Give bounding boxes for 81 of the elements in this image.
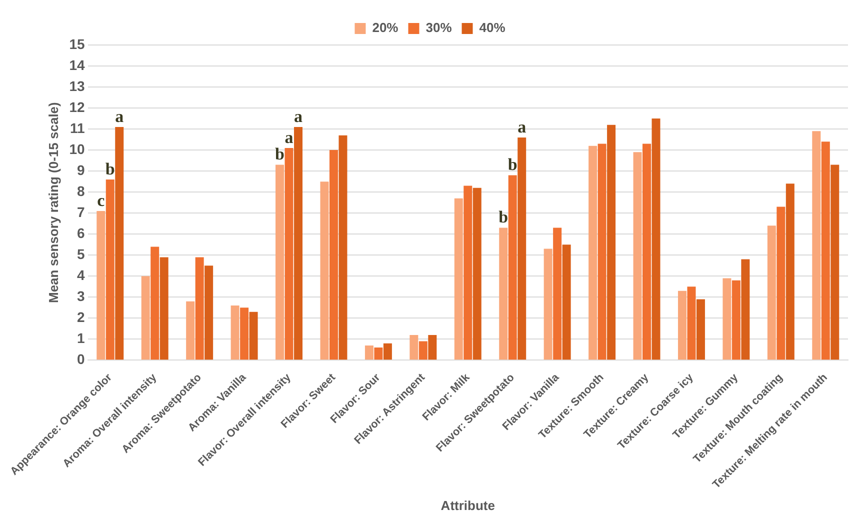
y-tick-label: 2 <box>76 308 85 325</box>
bar <box>284 148 294 360</box>
bar <box>106 179 114 360</box>
bar <box>186 301 195 360</box>
annotation: a <box>518 117 527 136</box>
bar <box>195 257 204 360</box>
annotation: a <box>284 128 294 147</box>
bar <box>410 334 418 360</box>
bar <box>642 144 652 360</box>
bar <box>544 248 552 360</box>
bar <box>150 246 160 360</box>
bar <box>249 312 258 360</box>
bar <box>329 150 338 360</box>
bar <box>767 226 776 360</box>
bar <box>499 228 508 360</box>
bar <box>508 175 517 360</box>
bar <box>454 198 463 360</box>
bar <box>383 343 392 360</box>
y-tick-label: 6 <box>76 224 85 241</box>
bar <box>722 278 732 360</box>
y-tick-label: 13 <box>69 78 85 94</box>
bar <box>428 334 437 360</box>
annotation: c <box>97 190 106 210</box>
bar <box>204 266 214 360</box>
y-tick-label: 12 <box>69 98 85 115</box>
y-tick-label: 5 <box>76 246 85 262</box>
bar <box>464 186 472 360</box>
y-tick-label: 8 <box>76 182 85 199</box>
legend-label: 40% <box>479 20 506 36</box>
bar <box>294 126 303 360</box>
bar <box>732 280 740 360</box>
bar <box>472 188 482 360</box>
bar <box>588 146 598 360</box>
annotation: b <box>498 208 508 227</box>
bar <box>418 341 428 360</box>
annotation: b <box>508 155 518 174</box>
bar <box>115 126 124 360</box>
bar <box>364 345 374 360</box>
bar <box>240 308 249 360</box>
bar <box>741 259 750 360</box>
y-tick-label: 11 <box>70 120 85 136</box>
legend-label: 30% <box>426 20 452 36</box>
bar <box>652 118 660 360</box>
y-tick-label: 4 <box>76 266 85 283</box>
bar <box>678 290 686 360</box>
bar <box>687 286 696 360</box>
bar <box>518 137 526 360</box>
legend-label: 20% <box>372 20 399 36</box>
bar <box>633 152 642 360</box>
bar <box>812 131 821 360</box>
x-axis-title: Attribute <box>440 498 495 513</box>
y-tick-label: 10 <box>69 140 85 157</box>
y-tick-label: 15 <box>69 36 85 52</box>
annotation: b <box>275 144 284 164</box>
bar <box>276 164 284 360</box>
bar <box>374 348 383 360</box>
bar <box>230 306 240 360</box>
y-tick-label: 3 <box>76 288 85 304</box>
bar <box>786 184 794 360</box>
bar <box>821 142 830 360</box>
y-tick-label: 1 <box>76 330 85 346</box>
annotation: b <box>105 159 115 178</box>
bar <box>96 210 106 360</box>
bar <box>141 276 150 360</box>
y-tick-label: 14 <box>69 56 85 73</box>
bar <box>776 206 786 360</box>
bar <box>160 257 168 360</box>
y-tick-label: 9 <box>76 162 85 178</box>
bar <box>696 299 705 360</box>
bar <box>598 144 606 360</box>
y-tick-label: 7 <box>76 204 85 220</box>
bar <box>830 164 840 360</box>
annotation: a <box>294 106 303 126</box>
y-axis-title: Mean sensory rating (0-15 scale) <box>46 102 61 304</box>
bar <box>607 124 616 360</box>
bar <box>562 244 571 360</box>
bar <box>320 182 329 360</box>
bar <box>338 135 348 360</box>
bar <box>553 228 562 360</box>
annotation: a <box>115 106 124 126</box>
y-tick-label: 0 <box>76 351 85 368</box>
